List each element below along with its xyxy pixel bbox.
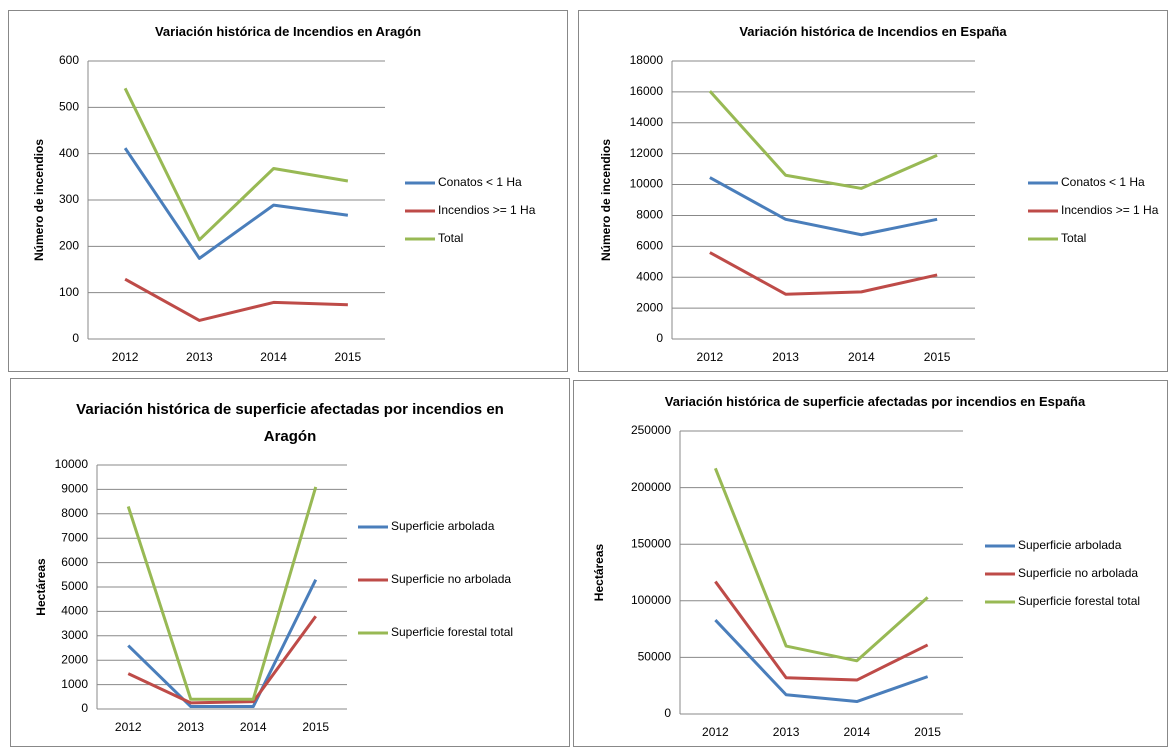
chart-title: Variación histórica de superficie afecta… bbox=[76, 401, 504, 445]
x-tick-label: 2013 bbox=[177, 720, 204, 734]
y-tick-label: 12000 bbox=[630, 146, 664, 160]
series-line bbox=[709, 176, 938, 237]
x-tick-label: 2015 bbox=[302, 720, 329, 734]
y-tick-label: 10000 bbox=[630, 177, 664, 191]
series-line bbox=[126, 486, 318, 701]
series-line bbox=[714, 619, 929, 704]
y-axis-label: Número de incendios bbox=[32, 139, 46, 261]
y-tick-label: 9000 bbox=[61, 482, 88, 496]
y-tick-label: 6000 bbox=[636, 239, 663, 253]
chart-title: Variación histórica de Incendios en Espa… bbox=[739, 24, 1007, 39]
x-tick-label: 2014 bbox=[848, 350, 875, 364]
y-tick-label: 150000 bbox=[631, 536, 671, 550]
y-tick-label: 200 bbox=[59, 239, 79, 253]
y-tick-label: 3000 bbox=[61, 628, 88, 642]
legend-label: Total bbox=[1061, 231, 1087, 245]
y-tick-label: 18000 bbox=[630, 53, 664, 67]
y-tick-label: 4000 bbox=[61, 604, 88, 618]
y-tick-label: 400 bbox=[59, 146, 79, 160]
y-tick-label: 16000 bbox=[630, 84, 664, 98]
x-tick-label: 2012 bbox=[112, 350, 139, 364]
y-axis-label: Hectáreas bbox=[34, 558, 48, 616]
legend-label: Incendios >= 1 Ha bbox=[1061, 203, 1159, 217]
y-tick-label: 6000 bbox=[61, 555, 88, 569]
y-tick-label: 5000 bbox=[61, 579, 88, 593]
y-tick-label: 0 bbox=[72, 331, 79, 345]
y-tick-label: 2000 bbox=[636, 300, 663, 314]
x-tick-label: 2014 bbox=[844, 725, 871, 739]
y-tick-label: 8000 bbox=[636, 208, 663, 222]
y-tick-label: 50000 bbox=[638, 650, 672, 664]
x-tick-label: 2013 bbox=[186, 350, 213, 364]
series-line bbox=[714, 580, 929, 682]
y-tick-label: 200000 bbox=[631, 480, 671, 494]
y-tick-label: 1000 bbox=[61, 677, 88, 691]
legend-label: Superficie arbolada bbox=[1018, 538, 1122, 552]
legend-label: Total bbox=[438, 231, 464, 245]
x-tick-label: 2014 bbox=[260, 350, 287, 364]
legend-label: Superficie no arbolada bbox=[391, 572, 512, 586]
legend-label: Superficie no arbolada bbox=[1018, 566, 1139, 580]
y-tick-label: 0 bbox=[656, 331, 663, 345]
x-tick-label: 2013 bbox=[773, 725, 800, 739]
y-tick-label: 250000 bbox=[631, 423, 671, 437]
chart-frame bbox=[578, 10, 1168, 372]
y-tick-label: 300 bbox=[59, 192, 79, 206]
series-line bbox=[123, 87, 349, 242]
y-tick-label: 0 bbox=[664, 706, 671, 720]
legend-label: Incendios >= 1 Ha bbox=[438, 203, 536, 217]
y-tick-label: 0 bbox=[81, 701, 88, 715]
x-tick-label: 2015 bbox=[914, 725, 941, 739]
x-tick-label: 2015 bbox=[335, 350, 362, 364]
y-tick-label: 100000 bbox=[631, 593, 671, 607]
series-line bbox=[124, 277, 348, 322]
x-tick-label: 2014 bbox=[240, 720, 267, 734]
y-axis-label: Número de incendios bbox=[599, 139, 613, 261]
chart-frame bbox=[8, 10, 568, 372]
y-tick-label: 10000 bbox=[55, 457, 89, 471]
y-tick-label: 500 bbox=[59, 100, 79, 114]
y-tick-label: 7000 bbox=[61, 530, 88, 544]
legend-label: Conatos < 1 Ha bbox=[438, 175, 522, 189]
y-tick-label: 600 bbox=[59, 53, 79, 67]
x-tick-label: 2013 bbox=[772, 350, 799, 364]
y-tick-label: 8000 bbox=[61, 506, 88, 520]
x-tick-label: 2012 bbox=[115, 720, 142, 734]
series-line bbox=[127, 579, 318, 709]
y-tick-label: 100 bbox=[59, 285, 79, 299]
legend-label: Superficie forestal total bbox=[391, 625, 514, 639]
chart-title: Variación histórica de superficie afecta… bbox=[664, 394, 1086, 409]
chart-title: Variación histórica de Incendios en Arag… bbox=[154, 24, 422, 39]
y-axis-label: Hectáreas bbox=[592, 543, 606, 601]
y-tick-label: 14000 bbox=[630, 115, 664, 129]
series-line bbox=[713, 467, 929, 663]
legend-label: Superficie arbolada bbox=[391, 519, 495, 533]
y-tick-label: 2000 bbox=[61, 652, 88, 666]
legend-label: Superficie forestal total bbox=[1018, 594, 1141, 608]
y-tick-label: 4000 bbox=[636, 269, 663, 283]
x-tick-label: 2012 bbox=[702, 725, 729, 739]
series-line bbox=[127, 615, 317, 705]
legend-label: Conatos < 1 Ha bbox=[1061, 175, 1145, 189]
x-tick-label: 2012 bbox=[697, 350, 724, 364]
series-line bbox=[123, 147, 349, 260]
x-tick-label: 2015 bbox=[924, 350, 951, 364]
series-line bbox=[708, 90, 938, 190]
series-line bbox=[709, 251, 938, 296]
